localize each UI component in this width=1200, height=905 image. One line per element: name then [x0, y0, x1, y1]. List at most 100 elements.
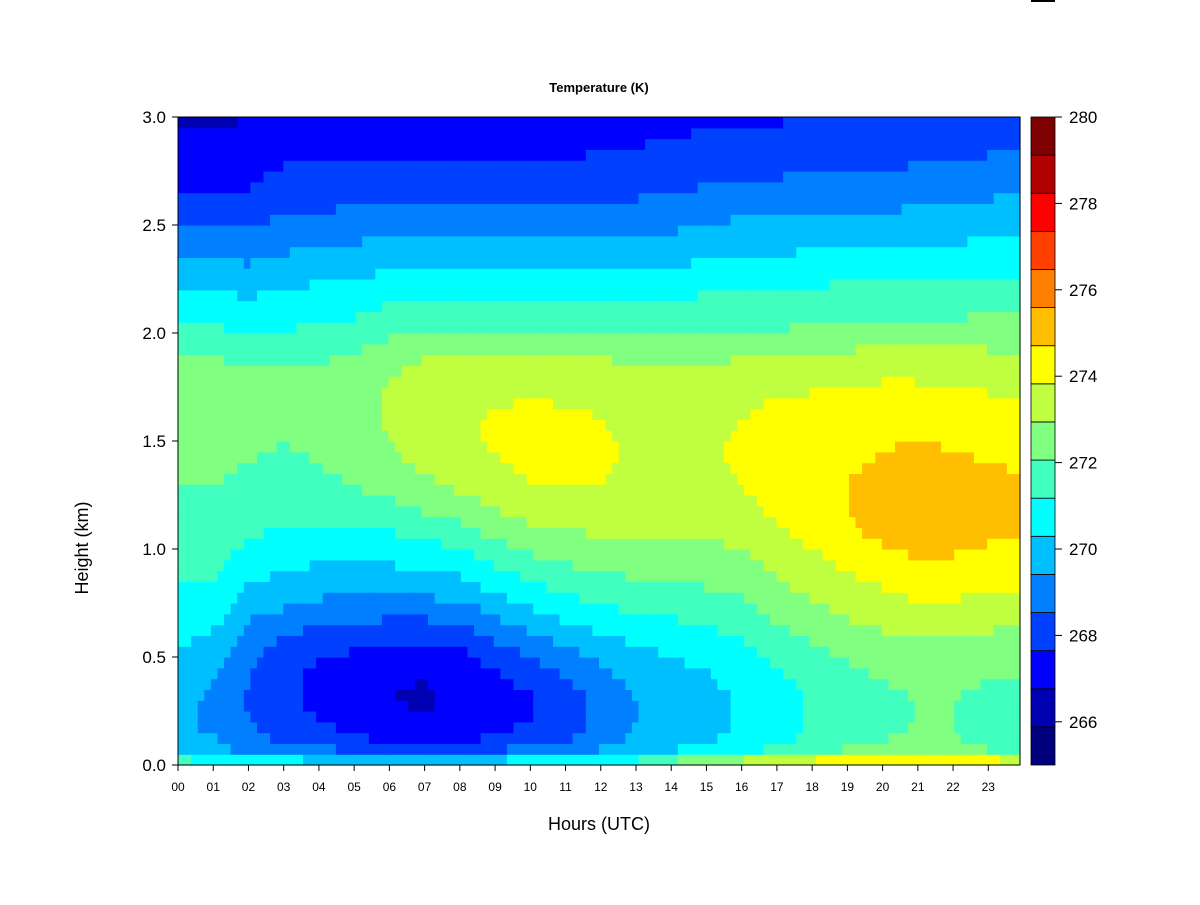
heatmap-cell	[572, 581, 580, 593]
heatmap-cell	[184, 354, 192, 366]
heatmap-cell	[427, 430, 436, 442]
heatmap-cell	[335, 257, 344, 269]
heatmap-cell	[256, 343, 265, 356]
heatmap-cell	[230, 181, 238, 194]
heatmap-cell	[447, 451, 455, 464]
heatmap-cell	[210, 235, 219, 248]
heatmap-cell	[474, 257, 482, 269]
heatmap-cell	[441, 397, 449, 410]
heatmap-cell	[566, 333, 574, 345]
heatmap-cell	[362, 214, 370, 226]
heatmap-cell	[533, 451, 541, 464]
heatmap-cell	[599, 300, 607, 312]
heatmap-cell	[487, 635, 495, 647]
heatmap-cell	[625, 549, 633, 561]
heatmap-cell	[500, 311, 508, 323]
heatmap-cell	[368, 473, 376, 485]
heatmap-cell	[421, 279, 429, 291]
heatmap-cell	[599, 570, 607, 582]
heatmap-cell	[664, 441, 672, 453]
heatmap-cell	[296, 462, 304, 474]
heatmap-cell	[191, 235, 199, 248]
heatmap-cell	[664, 559, 672, 572]
heatmap-cell	[375, 484, 383, 496]
heatmap-cell	[671, 592, 679, 604]
heatmap-cell	[651, 678, 659, 690]
heatmap-cell	[454, 754, 462, 766]
heatmap-cell	[638, 311, 646, 323]
heatmap-cell	[421, 365, 429, 377]
heatmap-cell	[342, 376, 350, 388]
heatmap-cell	[237, 376, 245, 388]
heatmap-cell	[697, 408, 705, 420]
heatmap-cell	[572, 214, 580, 226]
heatmap-cell	[217, 311, 225, 323]
heatmap-cell	[335, 311, 344, 323]
heatmap-cell	[546, 300, 554, 312]
heatmap-cell	[454, 635, 462, 647]
heatmap-cell	[224, 635, 232, 647]
heatmap-cell	[388, 603, 396, 615]
heatmap-cell	[605, 754, 613, 766]
heatmap-cell	[322, 678, 330, 690]
heatmap-cell	[263, 160, 271, 172]
heatmap-cell	[704, 300, 712, 312]
heatmap-cell	[362, 354, 370, 366]
heatmap-cell	[322, 495, 330, 507]
heatmap-cell	[217, 192, 225, 204]
heatmap-cell	[316, 354, 324, 366]
heatmap-cell	[697, 127, 705, 140]
heatmap-cell	[230, 171, 238, 183]
heatmap-cell	[224, 365, 232, 377]
heatmap-cell	[447, 203, 455, 215]
heatmap-cell	[250, 570, 258, 582]
heatmap-cell	[717, 441, 725, 453]
heatmap-cell	[631, 624, 640, 636]
heatmap-cell	[585, 613, 594, 626]
heatmap-cell	[381, 387, 390, 399]
heatmap-cell	[368, 743, 376, 755]
heatmap-cell	[539, 711, 547, 723]
heatmap-cell	[204, 635, 212, 647]
heatmap-cell	[243, 225, 251, 237]
heatmap-cell	[414, 495, 422, 507]
heatmap-cell	[454, 365, 462, 377]
heatmap-cell	[467, 570, 475, 582]
heatmap-cell	[480, 192, 488, 204]
heatmap-cell	[243, 592, 251, 604]
heatmap-cell	[552, 289, 561, 302]
heatmap-cell	[671, 235, 679, 248]
heatmap-cell	[638, 289, 646, 302]
heatmap-cell	[184, 171, 192, 183]
heatmap-cell	[513, 160, 521, 172]
heatmap-cell	[237, 138, 245, 150]
heatmap-cell	[210, 300, 219, 312]
heatmap-cell	[645, 289, 653, 302]
heatmap-cell	[349, 732, 357, 744]
heatmap-cell	[579, 592, 587, 604]
heatmap-cell	[316, 592, 324, 604]
heatmap-cell	[493, 289, 501, 302]
heatmap-cell	[480, 441, 488, 453]
heatmap-cell	[599, 127, 607, 140]
heatmap-cell	[487, 149, 495, 161]
heatmap-cell	[362, 505, 370, 518]
heatmap-cell	[204, 376, 212, 388]
heatmap-cell	[362, 225, 370, 237]
heatmap-cell	[210, 322, 219, 334]
heatmap-cell	[539, 311, 547, 323]
heatmap-cell	[638, 743, 646, 755]
heatmap-cell	[316, 138, 324, 150]
heatmap-cell	[572, 225, 580, 237]
heatmap-cell	[256, 333, 265, 345]
heatmap-cell	[566, 635, 574, 647]
heatmap-cell	[592, 397, 600, 410]
heatmap-cell	[204, 419, 212, 431]
heatmap-cell	[631, 225, 640, 237]
heatmap-cell	[283, 549, 291, 561]
heatmap-cell	[434, 311, 442, 323]
heatmap-cell	[520, 441, 528, 453]
heatmap-cell	[592, 743, 600, 755]
heatmap-cell	[309, 581, 317, 593]
